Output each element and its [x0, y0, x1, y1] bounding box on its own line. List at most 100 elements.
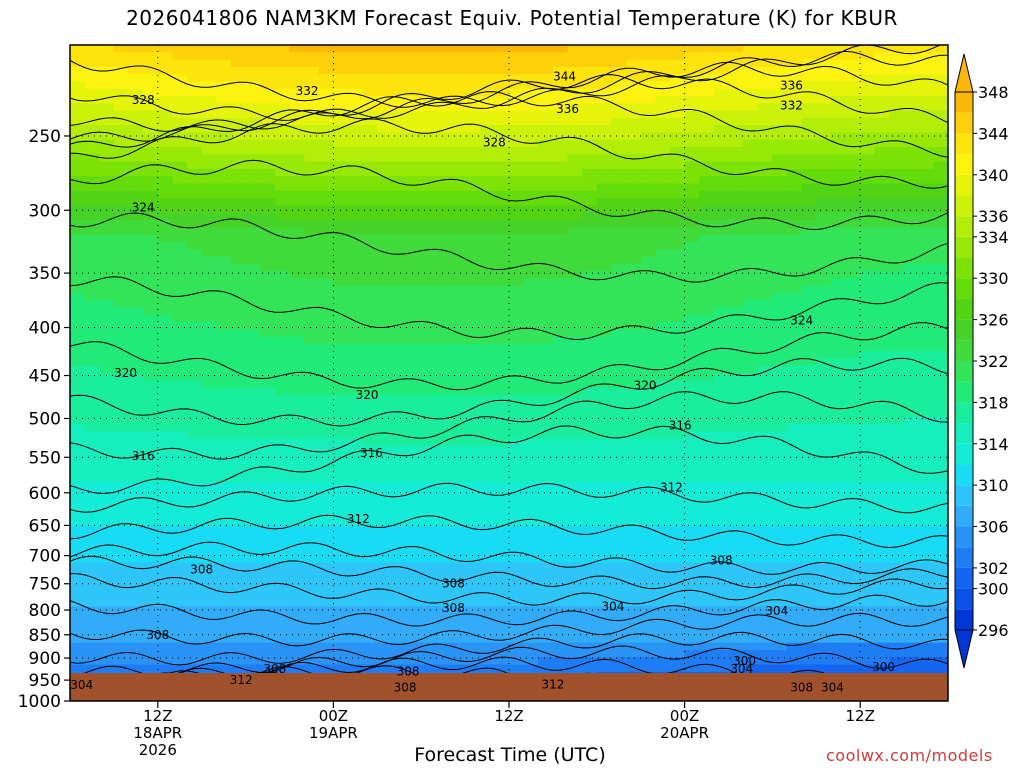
colorbar: 296 300 302 306 310 314 318 322 326 330 334 336 340 3… — [954, 53, 1009, 669]
contour-label: 324 — [790, 313, 813, 327]
contour-line — [70, 276, 948, 341]
colorbar-swatch — [955, 485, 973, 506]
x-tick-label: 00Z — [319, 707, 348, 725]
y-tick-label: 250 — [29, 127, 61, 147]
y-tick-label: 900 — [29, 649, 61, 669]
contour-line — [70, 631, 948, 666]
y-tick-label: 850 — [29, 626, 61, 646]
colorbar-swatch — [955, 133, 973, 155]
colorbar-label: 340 — [978, 166, 1009, 185]
contour-label: 304 — [70, 678, 93, 692]
y-tick-label: 650 — [29, 516, 61, 536]
colorbar-label: 326 — [978, 311, 1009, 330]
contour-label: 336 — [556, 102, 579, 116]
colorbar-swatch — [955, 174, 973, 196]
colorbar-swatch — [955, 547, 973, 568]
y-tick-label: 750 — [29, 575, 61, 595]
y-tick-label: 450 — [29, 367, 61, 387]
colorbar-swatch — [955, 195, 973, 217]
colorbar-swatch — [955, 464, 973, 486]
contour-label: 304 — [765, 604, 788, 618]
colorbar-swatch — [955, 443, 973, 465]
contour-label: 344 — [553, 69, 576, 83]
contour-line — [70, 74, 948, 142]
contour-label: 308 — [790, 681, 813, 695]
contour-line — [70, 159, 948, 231]
y-tick-label: 400 — [29, 319, 61, 339]
x-tick-label: 12Z — [143, 707, 172, 725]
colorbar-swatch — [955, 609, 973, 630]
x-tick-label: 12Z — [846, 707, 875, 725]
colorbar-swatch — [955, 154, 973, 175]
contour-label: 304 — [821, 681, 844, 695]
contour-label: 320 — [356, 388, 379, 402]
colorbar-swatch — [955, 319, 973, 341]
contour-label: 312 — [541, 677, 564, 691]
y-tick-label: 800 — [29, 601, 61, 621]
contour-label: 308 — [397, 664, 420, 678]
colorbar-label: 334 — [978, 228, 1009, 247]
colorbar-swatch — [955, 361, 973, 382]
contour-label: 328 — [132, 93, 155, 107]
contour-label: 308 — [442, 601, 465, 615]
x-tick-label: 12Z — [494, 707, 523, 725]
contour-label: 300 — [872, 660, 895, 674]
contour-line — [70, 322, 948, 391]
contour-line — [70, 514, 948, 549]
contour-line — [70, 357, 948, 427]
contour-label: 328 — [483, 135, 506, 149]
y-tick-label: 1000 — [18, 692, 61, 712]
plot-area — [70, 45, 948, 673]
contour-label: 300 — [733, 654, 756, 668]
x-tick-label: 18APR — [133, 724, 182, 742]
colorbar-swatch — [955, 298, 973, 320]
colorbar-label: 318 — [978, 393, 1009, 412]
contour-label: 312 — [660, 480, 683, 494]
colorbar-label: 330 — [978, 269, 1009, 288]
y-tick-label: 600 — [29, 484, 61, 504]
contour-line — [70, 91, 948, 158]
contour-label: 308 — [442, 577, 465, 591]
colorbar-swatch — [955, 257, 973, 279]
contour-label: 308 — [190, 562, 213, 576]
colorbar-label: 310 — [978, 476, 1009, 495]
colorbar-label: 300 — [978, 580, 1009, 599]
contour-line — [83, 645, 948, 673]
contour-label: 304 — [730, 662, 753, 676]
colorbar-swatch — [955, 588, 973, 610]
x-tick-label: 00Z — [670, 707, 699, 725]
colorbar-label: 336 — [978, 207, 1009, 226]
contour-label: 316 — [360, 446, 383, 460]
contour-label: 316 — [669, 419, 692, 433]
contour-line — [70, 482, 948, 514]
colorbar-swatch — [955, 92, 973, 113]
x-tick-label: 2026 — [139, 741, 177, 759]
contour-label: 308 — [394, 681, 417, 695]
colorbar-swatch — [955, 381, 973, 403]
colorbar-label: 302 — [978, 559, 1009, 578]
contour-label: 312 — [347, 512, 370, 526]
colorbar-swatch — [955, 236, 973, 258]
contour-line — [70, 594, 948, 627]
x-tick-label: 19APR — [309, 724, 358, 742]
chart-title: 2026041806 NAM3KM Forecast Equiv. Potent… — [126, 6, 898, 30]
y-tick-label: 550 — [29, 448, 61, 468]
colorbar-swatch — [955, 216, 973, 237]
y-tick-label: 950 — [29, 671, 61, 691]
y-tick-label: 300 — [29, 201, 61, 221]
colorbar-swatch — [955, 505, 973, 527]
contour-line — [70, 573, 948, 606]
colorbar-swatch — [955, 278, 973, 299]
colorbar-label: 322 — [978, 352, 1009, 371]
credit-text: coolwx.com/models — [826, 746, 993, 765]
colorbar-arrow-top — [954, 53, 974, 93]
contour-label: 336 — [780, 79, 803, 93]
contour-label: 312 — [230, 673, 253, 687]
contour-line — [70, 541, 948, 575]
contour-line — [70, 391, 948, 460]
ground-surface — [70, 673, 948, 701]
contour-label: 324 — [132, 201, 155, 215]
colorbar-label: 306 — [978, 518, 1009, 537]
y-tick-label: 350 — [29, 264, 61, 284]
